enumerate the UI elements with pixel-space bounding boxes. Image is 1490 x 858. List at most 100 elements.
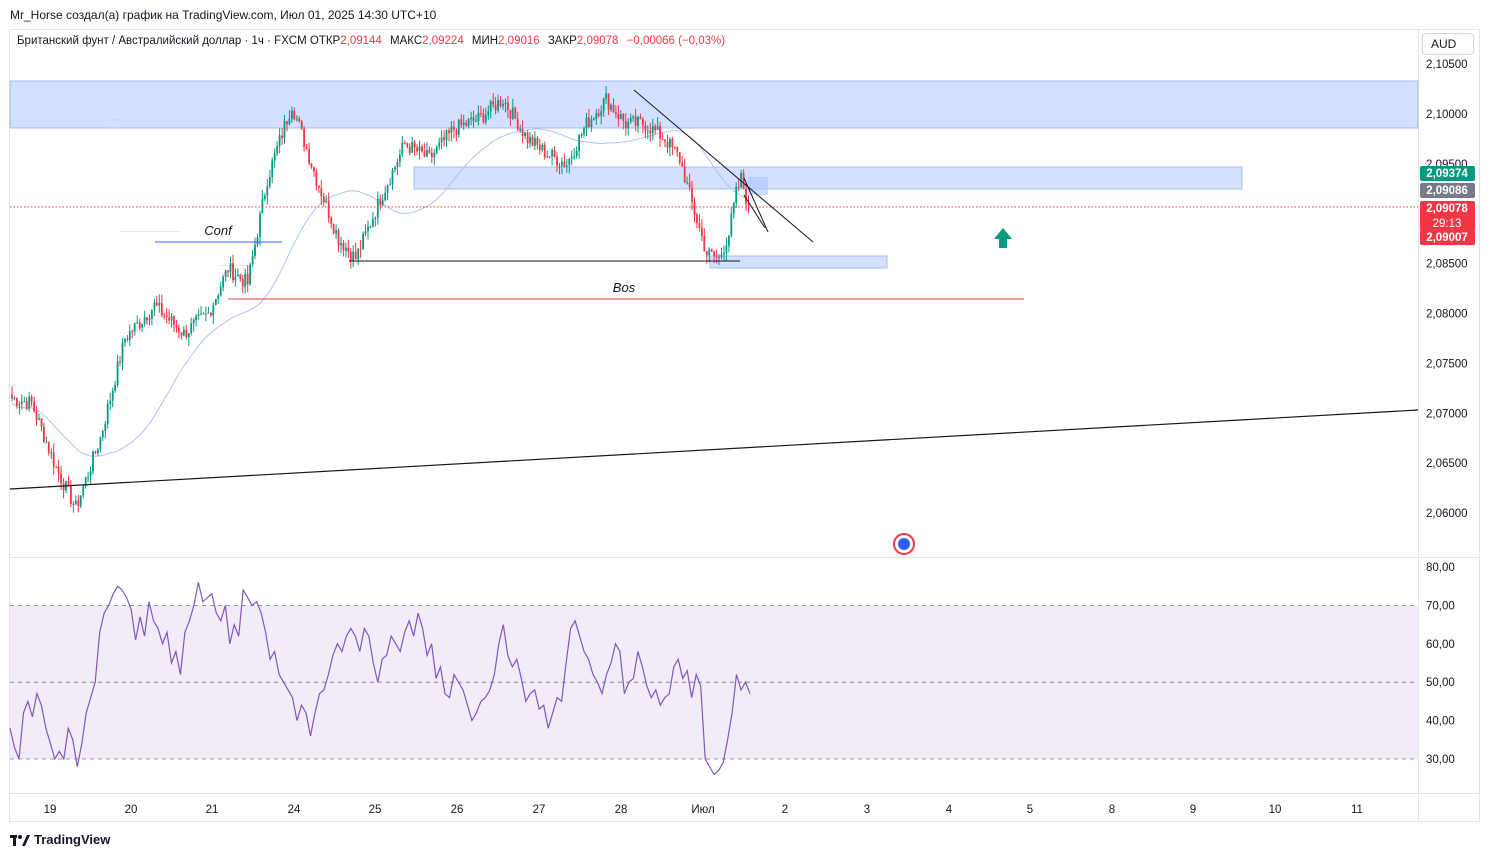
candle-body (141, 323, 143, 328)
candle-body (168, 317, 170, 321)
candle-body (681, 162, 684, 167)
candle-body (585, 117, 588, 129)
candle-body (399, 154, 401, 163)
high-label: МАКС (390, 35, 423, 47)
candle-body (224, 270, 227, 277)
time-tick-label: 3 (864, 804, 870, 816)
candle-body (190, 323, 193, 334)
candle-body (308, 149, 310, 164)
candle-body (136, 322, 139, 324)
candle-body (745, 188, 747, 204)
candle-body (433, 152, 436, 158)
candle-body (106, 403, 109, 424)
candle-body (320, 187, 323, 197)
price-label-text: 2,09086 (1426, 185, 1468, 197)
rsi-tick-label: 50,00 (1426, 677, 1455, 689)
candle-body (639, 116, 642, 120)
currency-button[interactable]: AUD (1422, 33, 1474, 55)
candle-body (389, 184, 391, 186)
candle-body (87, 476, 89, 478)
candle-body (467, 119, 470, 126)
candle-body (310, 163, 313, 168)
candle-body (133, 323, 136, 332)
candle-body (428, 149, 431, 153)
candle-body (558, 165, 561, 167)
rsi-line (9, 582, 751, 776)
time-tick-label: 10 (1269, 804, 1282, 816)
candle-body (497, 100, 499, 111)
candle-body (430, 152, 433, 158)
open-label: ОТКР (309, 35, 341, 47)
candle-body (276, 146, 278, 154)
candle-body (536, 138, 539, 145)
candle-body (548, 156, 551, 158)
rsi-tick-label: 70,00 (1426, 600, 1455, 612)
symbol-legend: Британский фунт / Австралийский доллар ·… (17, 35, 725, 47)
candle-body (160, 302, 163, 316)
candle-body (82, 486, 85, 496)
candle-body (119, 361, 121, 363)
candle-body (67, 481, 70, 486)
zone-marker (748, 177, 768, 195)
candle-body (369, 226, 372, 228)
candle-body (264, 195, 266, 199)
candle-body (507, 102, 509, 110)
candle-body (330, 217, 333, 225)
candle-body (612, 104, 615, 112)
candle-body (671, 138, 674, 147)
candle-body (735, 187, 738, 203)
candle-body (52, 452, 55, 468)
candle-body (232, 263, 234, 281)
downtrend-line (633, 89, 814, 243)
candle-body (45, 442, 48, 444)
price-tick-label: 2,07000 (1426, 408, 1468, 420)
price-labels: 2,09374 2,09086 2,09078 29:13 2,09007 (1420, 166, 1475, 245)
candle-body (592, 119, 595, 120)
candle-body (60, 473, 62, 484)
candle-body (396, 162, 399, 167)
candle-body (38, 418, 40, 420)
candle-body (516, 118, 519, 131)
candle-body (511, 107, 514, 119)
candle-body (381, 200, 384, 206)
candle-body (578, 135, 580, 151)
candle-body (178, 327, 180, 333)
candle-body (283, 121, 286, 139)
candle-body (286, 121, 288, 125)
candle-body (313, 167, 315, 172)
candle-body (249, 264, 251, 285)
candle-body (13, 397, 16, 399)
candle-body (514, 107, 517, 119)
candle-body (450, 126, 453, 133)
candle-body (664, 139, 666, 142)
candle-body (210, 312, 212, 316)
candle-body (92, 451, 94, 472)
candle-body (489, 101, 492, 112)
candle-body (480, 112, 482, 114)
candle-body (423, 151, 426, 157)
candle-body (354, 251, 357, 260)
candle-body (219, 287, 222, 296)
candle-body (143, 317, 146, 324)
candle-body (708, 249, 711, 256)
candle-body (182, 329, 185, 336)
candle-body (698, 223, 701, 228)
candle-body (509, 110, 512, 119)
candle-body (674, 147, 676, 148)
candle-body (386, 185, 389, 193)
candle-body (229, 263, 232, 273)
replay-icon[interactable] (893, 533, 915, 555)
candle-body (661, 138, 664, 140)
price-tick-label: 2,06500 (1426, 458, 1468, 470)
candle-body (241, 278, 244, 287)
candle-body (214, 298, 217, 306)
candle-body (291, 110, 293, 119)
candle-body (111, 390, 114, 401)
candle-body (273, 153, 276, 161)
candle-body (553, 150, 556, 157)
candle-body (185, 329, 188, 338)
candle-body (455, 129, 458, 135)
candle-body (573, 156, 576, 158)
price-label-text: 2,09374 (1426, 168, 1468, 180)
